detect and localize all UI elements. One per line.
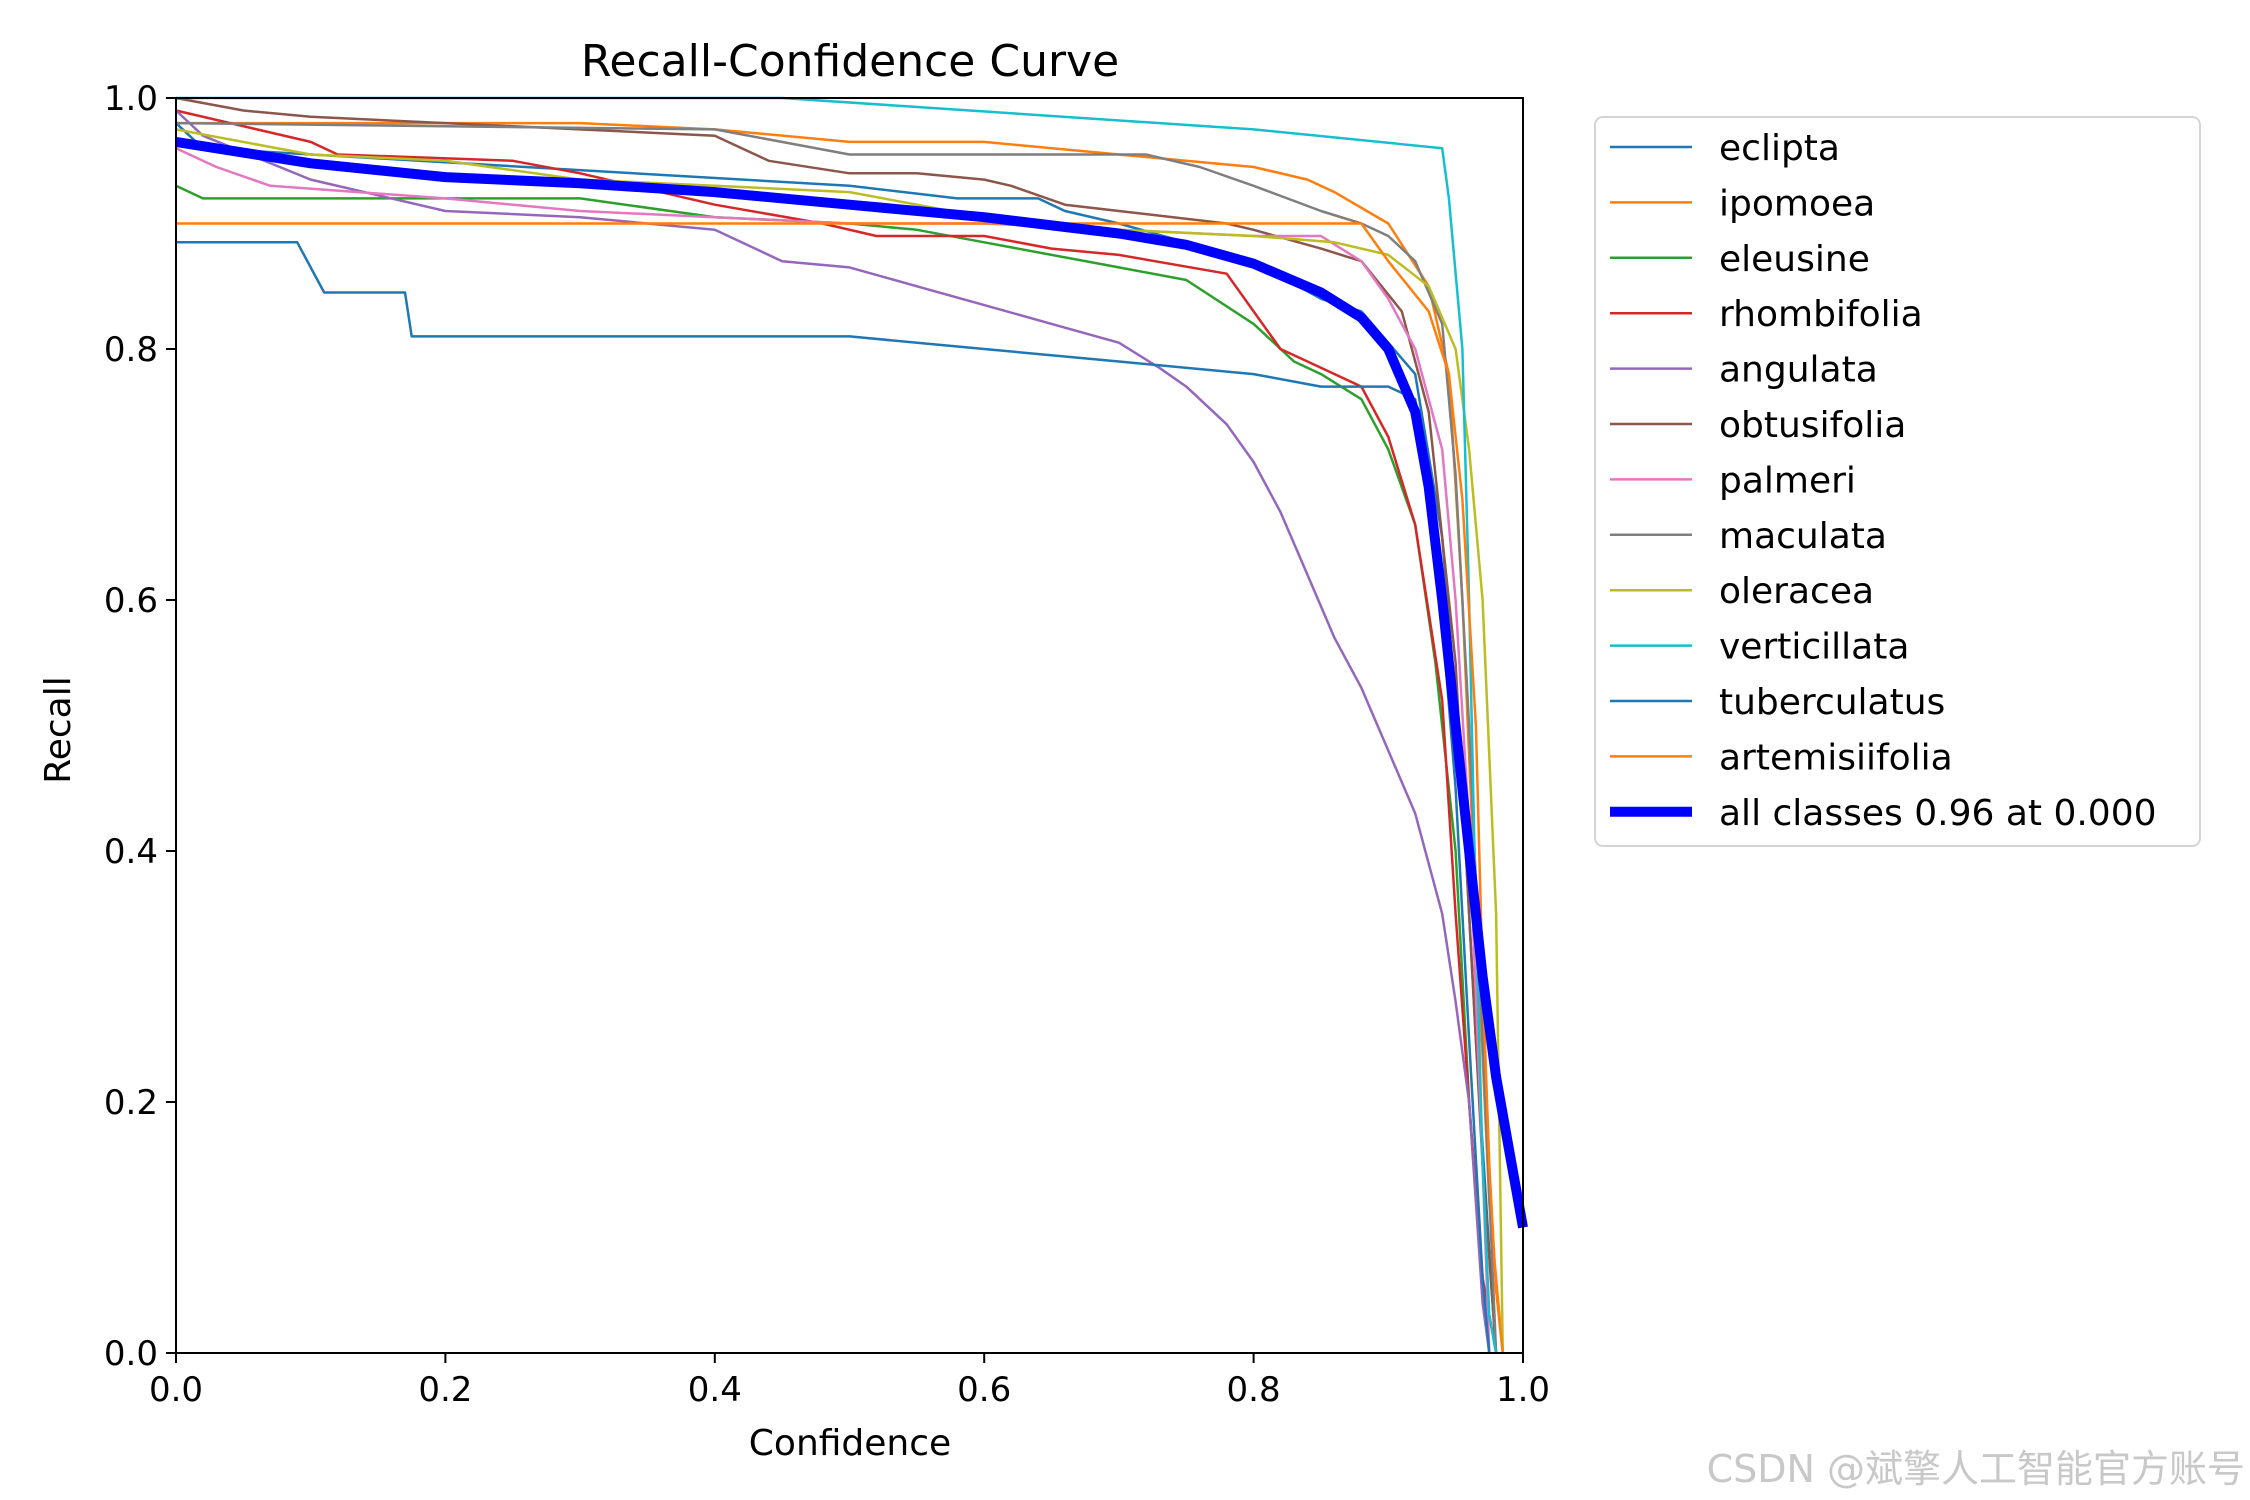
legend-item-angulata: angulata <box>1610 350 1878 391</box>
x-tick-label: 0.8 <box>1227 1370 1281 1410</box>
legend-item-maculata: maculata <box>1610 516 1887 557</box>
series-line-eleusine <box>175 184 1491 1354</box>
legend-item-all: all classes 0.96 at 0.000 <box>1610 793 2157 834</box>
legend-item-palmeri: palmeri <box>1610 460 1856 501</box>
x-axis-label: Confidence <box>749 1423 951 1464</box>
y-tick-label: 0.4 <box>104 832 158 872</box>
series-line-rhombifolia <box>175 109 1498 1354</box>
y-tick-label: 0.0 <box>104 1334 158 1374</box>
legend-label: ipomoea <box>1719 183 1875 224</box>
series-line-oleracea <box>175 128 1505 1354</box>
x-tick-label: 0.6 <box>957 1370 1011 1410</box>
legend-label: palmeri <box>1719 460 1856 501</box>
x-tick-label: 1.0 <box>1496 1370 1550 1410</box>
legend-item-ipomoea: ipomoea <box>1610 183 1875 224</box>
legend-item-obtusifolia: obtusifolia <box>1610 405 1906 446</box>
legend-label: tuberculatus <box>1719 682 1945 723</box>
series-line-tuberculatus <box>176 241 1491 1354</box>
series-line-maculata <box>175 121 1498 1354</box>
legend-label: obtusifolia <box>1719 405 1906 446</box>
x-tick-label: 0.0 <box>149 1370 203 1410</box>
series-line-obtusifolia <box>175 96 1498 1354</box>
y-tick-label: 1.0 <box>104 79 158 119</box>
y-tick-label: 0.2 <box>104 1083 158 1123</box>
legend-label: verticillata <box>1719 627 1909 668</box>
legend: eclipta ipomoea eleusine rhombifolia angulat… <box>1594 116 2201 847</box>
plot-frame <box>175 97 1524 1354</box>
legend-item-eleusine: eleusine <box>1610 239 1870 280</box>
legend-items: eclipta ipomoea eleusine rhombifolia angulat… <box>1610 128 2157 834</box>
series-line-angulata <box>175 109 1491 1354</box>
legend-label: maculata <box>1719 516 1887 557</box>
series-line-eclipta <box>175 122 1498 1354</box>
y-axis-ticks: 0.0 0.2 0.4 0.6 0.8 1.0 <box>104 79 176 1374</box>
series-layer <box>175 96 1528 1354</box>
legend-item-oleracea: oleracea <box>1610 571 1874 612</box>
y-axis-label: Recall <box>38 676 79 783</box>
legend-item-rhombifolia: rhombifolia <box>1610 294 1923 335</box>
x-tick-label: 0.4 <box>688 1370 742 1410</box>
series-line-palmeri <box>175 147 1491 1354</box>
legend-label: oleracea <box>1719 571 1874 612</box>
x-axis-ticks: 0.0 0.2 0.4 0.6 0.8 1.0 <box>149 1353 1550 1410</box>
legend-label: angulata <box>1719 350 1878 391</box>
legend-label: rhombifolia <box>1719 294 1923 335</box>
legend-item-artemisiifolia: artemisiifolia <box>1610 737 1953 778</box>
series-line-verticillata <box>176 96 1498 1354</box>
legend-label: artemisiifolia <box>1719 737 1953 778</box>
legend-item-tuberculatus: tuberculatus <box>1610 682 1945 723</box>
legend-item-verticillata: verticillata <box>1610 627 1909 668</box>
series-line-all-mean <box>175 136 1528 1229</box>
legend-label: eleusine <box>1719 239 1870 280</box>
y-tick-label: 0.6 <box>104 581 158 621</box>
chart-title: Recall-Confidence Curve <box>581 36 1119 87</box>
legend-box <box>1594 116 2201 847</box>
legend-label: eclipta <box>1719 128 1840 169</box>
y-tick-label: 0.8 <box>104 330 158 370</box>
watermark: CSDN @斌擎人工智能官方账号 <box>1707 1447 2245 1491</box>
legend-item-eclipta: eclipta <box>1610 128 1840 169</box>
x-tick-label: 0.2 <box>418 1370 472 1410</box>
series-line-artemisiifolia <box>176 222 1505 1354</box>
series-line-ipomoea <box>176 121 1505 1354</box>
legend-label: all classes 0.96 at 0.000 <box>1719 793 2157 834</box>
